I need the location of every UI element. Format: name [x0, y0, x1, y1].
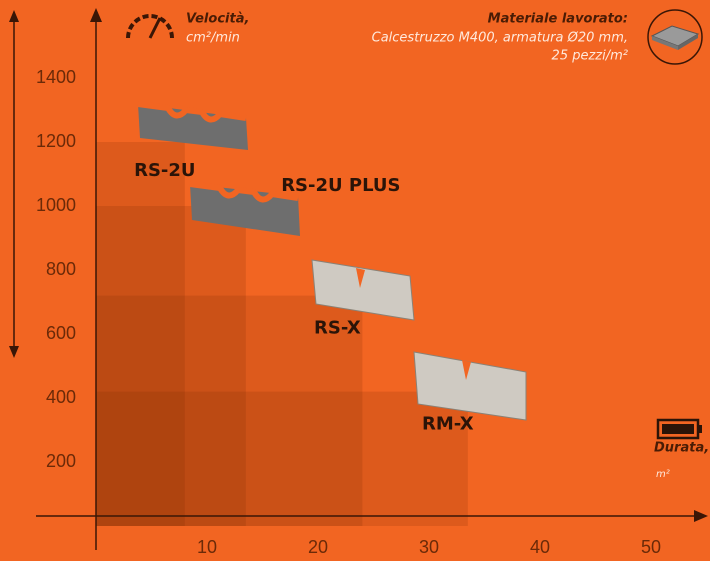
gauge-icon	[126, 14, 174, 39]
y-tick-label: 600	[46, 323, 76, 343]
y-tick-label: 1200	[36, 131, 76, 151]
material-line: 25 pezzi/m²	[552, 49, 628, 64]
y-tick-label: 1000	[36, 195, 76, 215]
x-tick-label: 10	[197, 537, 217, 557]
plot-area	[96, 142, 468, 526]
axes	[9, 8, 708, 550]
y-unit: cm²/min	[186, 31, 240, 46]
range-arrow-head	[9, 10, 19, 22]
range-arrow-tail	[9, 346, 19, 358]
bar	[96, 142, 185, 526]
product-label: RM-X	[422, 414, 474, 435]
x-tick-label: 20	[308, 537, 328, 557]
x-tick-label: 50	[641, 537, 661, 557]
y-tick-label: 800	[46, 259, 76, 279]
battery-icon	[656, 418, 702, 440]
product-label: RS-X	[314, 318, 361, 339]
x-arrow	[694, 510, 708, 522]
product-label: RS-2U PLUS	[281, 175, 400, 196]
material-title: Materiale lavorato:	[488, 12, 628, 27]
bar	[96, 391, 468, 526]
y-arrow	[90, 8, 102, 22]
bar	[96, 206, 246, 526]
material-line: Calcestruzzo M400, armatura Ø20 mm,	[372, 31, 628, 46]
x-unit: m²	[656, 469, 670, 480]
product-label: RS-2U	[134, 160, 195, 181]
y-tick-label: 200	[46, 451, 76, 471]
x-label: Durata,	[654, 441, 709, 456]
material-icon	[647, 9, 703, 65]
y-label: Velocità,	[186, 12, 249, 27]
y-tick-label: 1400	[36, 67, 76, 87]
bar	[96, 295, 363, 526]
segment-images	[137, 101, 527, 421]
y-tick-label: 400	[46, 387, 76, 407]
x-tick-label: 30	[419, 537, 439, 557]
x-tick-label: 40	[530, 537, 550, 557]
